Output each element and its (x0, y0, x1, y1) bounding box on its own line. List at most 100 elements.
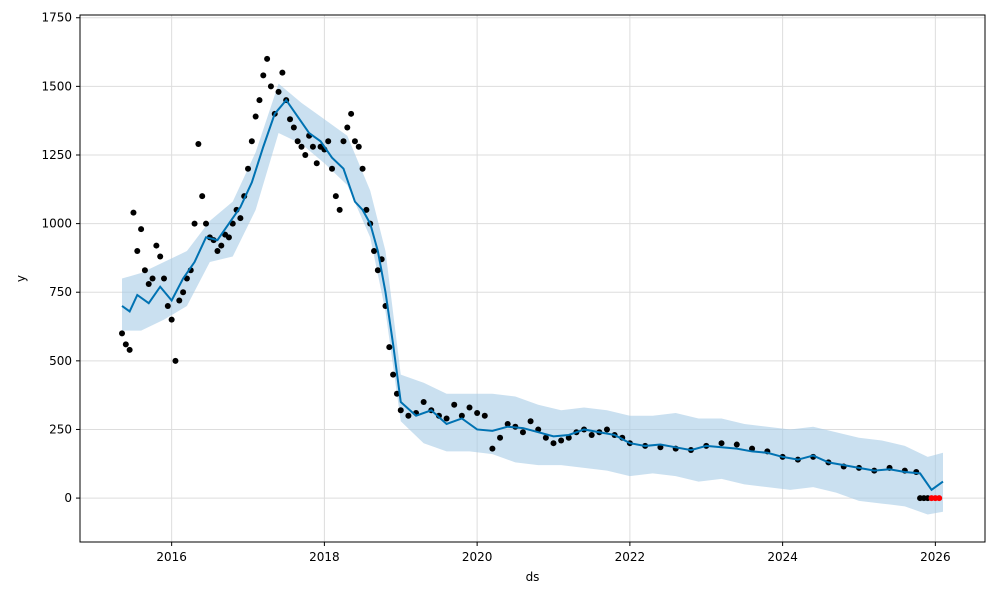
observed-point (325, 138, 332, 145)
observed-point (344, 124, 351, 131)
observed-point (313, 160, 320, 167)
observed-point (420, 399, 427, 406)
observed-point (519, 429, 526, 436)
observed-points (119, 55, 931, 502)
observed-point (481, 412, 488, 419)
observed-point (264, 55, 271, 62)
observed-point (451, 401, 458, 408)
observed-point (252, 113, 259, 120)
observed-point (138, 226, 145, 233)
observed-point (245, 165, 252, 172)
observed-point (176, 297, 183, 304)
plot-frame (79, 14, 986, 543)
observed-point (332, 193, 339, 200)
observed-point (550, 440, 557, 447)
observed-point (340, 138, 347, 145)
x-tick-label: 2018 (309, 550, 340, 564)
observed-point (336, 206, 343, 213)
y-tick-label: 750 (49, 285, 72, 299)
observed-point (504, 420, 511, 427)
observed-point (126, 346, 133, 353)
observed-point (149, 275, 156, 282)
observed-point (130, 209, 137, 216)
observed-point (141, 267, 148, 274)
observed-point (359, 165, 366, 172)
observed-point (134, 248, 141, 255)
observed-point (168, 316, 175, 323)
observed-point (348, 110, 355, 117)
x-axis-label: ds (526, 570, 540, 584)
observed-point (183, 275, 190, 282)
observed-point (393, 390, 400, 397)
y-tick-label: 250 (49, 422, 72, 436)
observed-point (119, 330, 126, 337)
observed-point (145, 280, 152, 287)
observed-point (386, 344, 393, 351)
y-tick-label: 1250 (41, 148, 72, 162)
observed-point (497, 434, 504, 441)
observed-point (302, 151, 309, 158)
observed-point (260, 72, 267, 79)
observed-point (405, 412, 412, 419)
observed-point (237, 215, 244, 222)
observed-point (225, 234, 232, 241)
uncertainty-band (122, 83, 943, 515)
x-tick-label: 2022 (615, 550, 646, 564)
observed-point (248, 138, 255, 145)
observed-point (371, 248, 378, 255)
observed-point (390, 371, 397, 378)
observed-point (733, 441, 740, 448)
observed-point (397, 407, 404, 414)
y-tick-label: 500 (49, 354, 72, 368)
observed-point (298, 143, 305, 150)
observed-point (309, 143, 316, 150)
observed-point (214, 248, 221, 255)
observed-point (267, 83, 274, 90)
observed-point (218, 242, 225, 249)
observed-point (355, 143, 362, 150)
x-tick-label: 2016 (156, 550, 187, 564)
x-tick-label: 2024 (767, 550, 798, 564)
observed-point (161, 275, 168, 282)
x-tick-label: 2020 (462, 550, 493, 564)
y-tick-label: 1500 (41, 79, 72, 93)
observed-point (466, 404, 473, 411)
forecast-path (121, 98, 944, 492)
observed-point (363, 206, 370, 213)
observed-point (527, 418, 534, 425)
observed-point (203, 220, 210, 227)
observed-point (474, 409, 481, 416)
observed-point (229, 220, 236, 227)
y-axis-ticks: 0 250 500 750 1000 1250 1500 1750 (41, 11, 80, 505)
observed-point (565, 434, 572, 441)
highlight-point (936, 495, 943, 502)
observed-point (122, 341, 129, 348)
observed-point (180, 289, 187, 296)
observed-point (588, 431, 595, 438)
observed-point (458, 412, 465, 419)
y-axis-label: y (14, 275, 28, 282)
observed-point (157, 253, 164, 260)
forecast-line (121, 98, 944, 492)
observed-point (279, 69, 286, 76)
x-axis-ticks: 2016 2018 2020 2022 2024 2026 (156, 542, 951, 564)
observed-point (374, 267, 381, 274)
observed-point (558, 437, 565, 444)
y-tick-label: 1000 (41, 217, 72, 231)
observed-point (172, 357, 179, 364)
observed-point (603, 426, 610, 433)
observed-point (153, 242, 160, 249)
observed-point (718, 440, 725, 447)
observed-point (489, 445, 496, 452)
observed-point (294, 138, 301, 145)
y-tick-label: 1750 (41, 11, 72, 25)
observed-point (287, 116, 294, 123)
observed-point (256, 97, 263, 104)
observed-point (329, 165, 336, 172)
observed-point (290, 124, 297, 131)
observed-point (542, 434, 549, 441)
uncertainty-area (122, 83, 943, 515)
observed-point (191, 220, 198, 227)
observed-point (443, 415, 450, 422)
